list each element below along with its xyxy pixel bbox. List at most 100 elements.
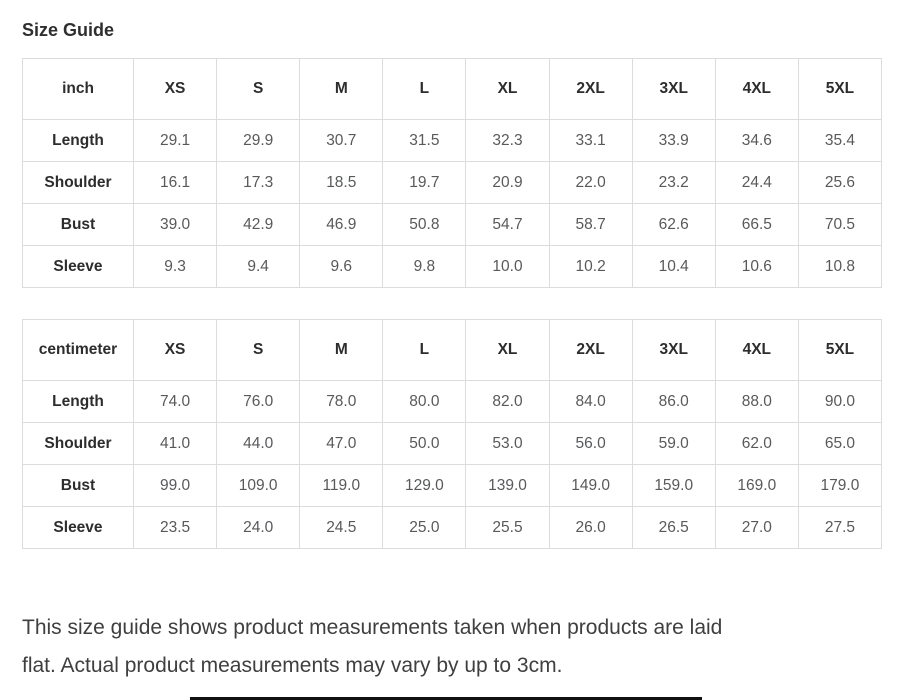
measurement-value: 169.0 [714, 464, 799, 507]
size-header: 4XL [714, 58, 799, 120]
measurement-value: 27.5 [797, 506, 883, 549]
measurement-value: 50.8 [382, 203, 467, 246]
measurement-value: 84.0 [548, 380, 633, 423]
measurement-value: 82.0 [465, 380, 550, 423]
size-guide-panel: Size Guide inch XS S M L XL 2XL 3XL 4XL 5XL Lengt… [22, 20, 883, 685]
measurement-value: 32.3 [465, 119, 550, 162]
size-header: 3XL [631, 319, 716, 381]
measurement-value: 25.5 [465, 506, 550, 549]
measurement-value: 139.0 [465, 464, 550, 507]
size-header: L [382, 319, 467, 381]
measurement-value: 78.0 [299, 380, 384, 423]
size-header: XL [465, 58, 550, 120]
page-title: Size Guide [22, 20, 115, 40]
measurement-value: 24.5 [299, 506, 384, 549]
measurement-value: 99.0 [132, 464, 218, 507]
measurement-value: 19.7 [382, 161, 467, 204]
measurement-value: 31.5 [382, 119, 467, 162]
size-header: XS [132, 319, 218, 381]
size-table-header-row: centimeter XS S M L XL 2XL 3XL 4XL 5XL [22, 319, 883, 381]
measurement-value: 23.5 [132, 506, 218, 549]
table-row: Length 29.1 29.9 30.7 31.5 32.3 33.1 33.9 34.6 35… [22, 119, 883, 162]
measurement-value: 58.7 [548, 203, 633, 246]
unit-header-centimeter: centimeter [22, 319, 134, 381]
unit-header-inch: inch [22, 58, 134, 120]
measurement-value: 62.0 [714, 422, 799, 465]
measurement-value: 33.9 [631, 119, 716, 162]
size-header: 5XL [797, 58, 883, 120]
measurement-value: 86.0 [631, 380, 716, 423]
measurement-value: 9.4 [216, 245, 301, 288]
size-header: S [216, 58, 301, 120]
disclaimer-line: This size guide shows product measuremen… [22, 616, 723, 639]
measurement-value: 9.6 [299, 245, 384, 288]
measurement-value: 9.3 [132, 245, 218, 288]
measurement-value: 20.9 [465, 161, 550, 204]
size-header: 2XL [548, 319, 633, 381]
size-header: XS [132, 58, 218, 120]
measurement-value: 24.0 [216, 506, 301, 549]
measurement-value: 44.0 [216, 422, 301, 465]
measurement-value: 159.0 [631, 464, 716, 507]
bottom-divider-bar [190, 697, 702, 700]
measurement-value: 26.0 [548, 506, 633, 549]
disclaimer-line: flat. Actual product measurements may va… [22, 654, 563, 677]
measurement-value: 80.0 [382, 380, 467, 423]
measurement-value: 10.6 [714, 245, 799, 288]
measurement-disclaimer: This size guide shows product measuremen… [22, 609, 882, 685]
measurement-value: 65.0 [797, 422, 883, 465]
measurement-label: Bust [22, 464, 134, 507]
measurement-value: 76.0 [216, 380, 301, 423]
size-table-inch: inch XS S M L XL 2XL 3XL 4XL 5XL Length 29.1 29.9 30… [22, 58, 883, 288]
measurement-value: 41.0 [132, 422, 218, 465]
measurement-value: 10.8 [797, 245, 883, 288]
table-row: Bust 99.0 109.0 119.0 129.0 139.0 149.0 159.0 16… [22, 464, 883, 507]
measurement-value: 10.2 [548, 245, 633, 288]
measurement-label: Sleeve [22, 245, 134, 288]
measurement-label: Sleeve [22, 506, 134, 549]
measurement-value: 66.5 [714, 203, 799, 246]
measurement-value: 10.0 [465, 245, 550, 288]
measurement-value: 74.0 [132, 380, 218, 423]
measurement-label: Shoulder [22, 161, 134, 204]
measurement-value: 24.4 [714, 161, 799, 204]
measurement-value: 179.0 [797, 464, 883, 507]
measurement-value: 129.0 [382, 464, 467, 507]
size-table-centimeter: centimeter XS S M L XL 2XL 3XL 4XL 5XL Length 74.0… [22, 319, 883, 549]
measurement-value: 119.0 [299, 464, 384, 507]
table-row: Sleeve 9.3 9.4 9.6 9.8 10.0 10.2 10.4 10.6 10.8 [22, 245, 883, 288]
measurement-value: 9.8 [382, 245, 467, 288]
measurement-value: 35.4 [797, 119, 883, 162]
size-header: S [216, 319, 301, 381]
size-header: 5XL [797, 319, 883, 381]
measurement-value: 18.5 [299, 161, 384, 204]
measurement-value: 29.1 [132, 119, 218, 162]
measurement-value: 29.9 [216, 119, 301, 162]
measurement-value: 62.6 [631, 203, 716, 246]
measurement-value: 17.3 [216, 161, 301, 204]
measurement-value: 25.6 [797, 161, 883, 204]
measurement-value: 47.0 [299, 422, 384, 465]
table-row: Bust 39.0 42.9 46.9 50.8 54.7 58.7 62.6 66.5 70.5 [22, 203, 883, 246]
table-row: Shoulder 16.1 17.3 18.5 19.7 20.9 22.0 23.2 24.4… [22, 161, 883, 204]
measurement-value: 50.0 [382, 422, 467, 465]
table-row: Sleeve 23.5 24.0 24.5 25.0 25.5 26.0 26.5 27.0 27… [22, 506, 883, 549]
size-header: M [299, 319, 384, 381]
size-header: 4XL [714, 319, 799, 381]
measurement-value: 33.1 [548, 119, 633, 162]
measurement-label: Shoulder [22, 422, 134, 465]
measurement-value: 27.0 [714, 506, 799, 549]
measurement-value: 90.0 [797, 380, 883, 423]
measurement-value: 70.5 [797, 203, 883, 246]
measurement-value: 30.7 [299, 119, 384, 162]
measurement-value: 54.7 [465, 203, 550, 246]
measurement-value: 34.6 [714, 119, 799, 162]
table-row: Length 74.0 76.0 78.0 80.0 82.0 84.0 86.0 88.0 90… [22, 380, 883, 423]
measurement-value: 56.0 [548, 422, 633, 465]
size-header: M [299, 58, 384, 120]
measurement-value: 109.0 [216, 464, 301, 507]
size-header: 2XL [548, 58, 633, 120]
measurement-value: 88.0 [714, 380, 799, 423]
table-row: Shoulder 41.0 44.0 47.0 50.0 53.0 56.0 59.0 62.0… [22, 422, 883, 465]
size-table-header-row: inch XS S M L XL 2XL 3XL 4XL 5XL [22, 58, 883, 120]
